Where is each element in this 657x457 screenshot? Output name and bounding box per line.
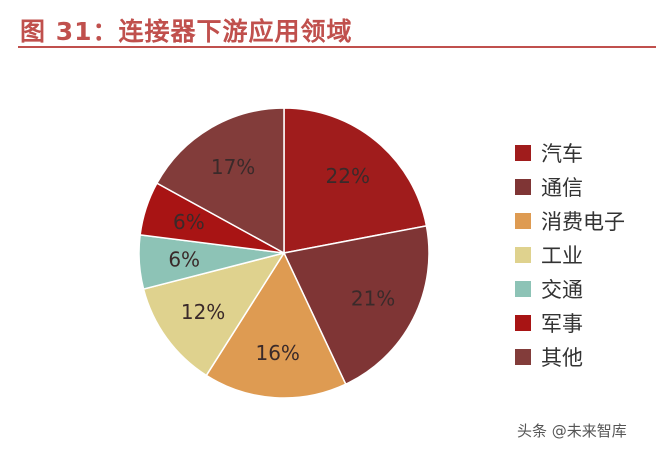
legend-swatch-1 [515, 179, 531, 195]
legend-swatch-5 [515, 315, 531, 331]
pie-slices [138, 107, 430, 399]
watermark: 头条 @未来智库 [517, 422, 627, 440]
legend-swatch-2 [515, 213, 531, 229]
legend-item-0: 汽车 [515, 136, 625, 170]
legend-label-4: 交通 [541, 278, 583, 302]
legend-item-5: 军事 [515, 306, 625, 340]
pie-slice-label-3: 12% [181, 300, 225, 324]
legend-item-1: 通信 [515, 170, 625, 204]
legend-label-3: 工业 [541, 244, 583, 268]
pie-slice-2 [205, 251, 347, 399]
legend-label-0: 汽车 [541, 142, 583, 166]
legend-swatch-4 [515, 281, 531, 297]
legend-label-6: 其他 [541, 346, 583, 370]
title-divider [18, 46, 656, 48]
chart-title: 图 31：连接器下游应用领域 [20, 17, 353, 46]
legend-label-5: 军事 [541, 312, 583, 336]
pie-slice-6 [155, 107, 285, 255]
legend-swatch-6 [515, 349, 531, 365]
legend: 汽车通信消费电子工业交通军事其他 [515, 136, 625, 374]
legend-label-1: 通信 [541, 176, 583, 200]
legend-item-6: 其他 [515, 340, 625, 374]
pie-slice-label-0: 22% [326, 164, 370, 188]
pie-slice-0 [283, 107, 428, 254]
legend-swatch-3 [515, 247, 531, 263]
pie-slice-label-6: 17% [211, 155, 255, 179]
pie-slice-label-1: 21% [351, 286, 395, 310]
legend-item-3: 工业 [515, 238, 625, 272]
pie-slice-3 [142, 251, 286, 377]
pie-slice-label-5: 6% [173, 210, 205, 234]
legend-label-2: 消费电子 [541, 210, 625, 234]
pie-slice-label-2: 16% [255, 341, 299, 365]
legend-swatch-0 [515, 145, 531, 161]
legend-item-2: 消费电子 [515, 204, 625, 238]
pie-slice-1 [282, 224, 430, 386]
legend-item-4: 交通 [515, 272, 625, 306]
pie-slice-label-4: 6% [168, 247, 200, 271]
pie-labels: 22% 21% 16% 12% 6% 6% 17% [168, 155, 395, 365]
